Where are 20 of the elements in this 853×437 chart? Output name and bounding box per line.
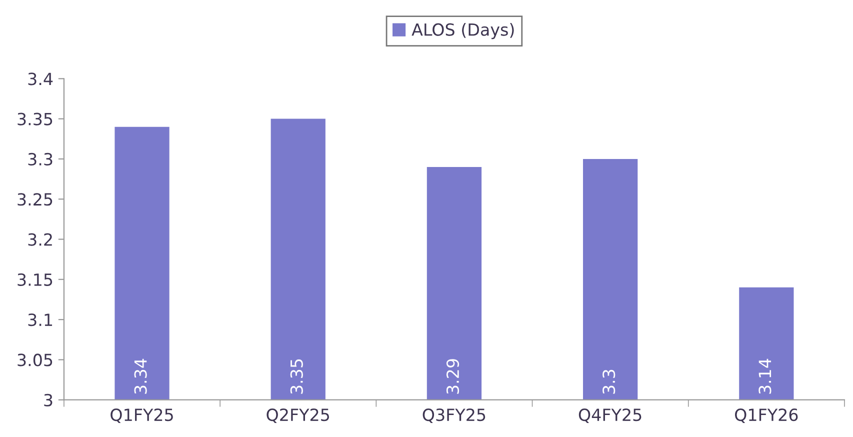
data-label: 3.34 — [134, 358, 147, 394]
x-tick-label: Q1FY26 — [735, 408, 798, 423]
legend-label: ALOS (Days) — [412, 23, 514, 40]
y-tick-label: 3.1 — [28, 314, 52, 326]
y-tick-label: 3.05 — [18, 354, 52, 366]
x-tick-label: Q2FY25 — [266, 408, 330, 423]
x-tick-label: Q4FY25 — [578, 408, 642, 423]
y-tick-label: 3.3 — [28, 152, 52, 166]
x-tick-label: Q3FY25 — [422, 408, 486, 423]
x-tick-label: Q1FY25 — [110, 408, 173, 423]
y-tick-label: 3 — [44, 394, 52, 406]
y-tick-label: 3.4 — [28, 72, 53, 86]
y-tick-label: 3.25 — [18, 193, 52, 206]
y-tick-label: 3.15 — [18, 273, 52, 286]
data-label: 3.29 — [446, 359, 460, 394]
y-tick-label: 3.35 — [18, 112, 52, 126]
data-label: 3.35 — [290, 359, 303, 394]
data-label: 3.3 — [602, 370, 616, 394]
data-label: 3.14 — [758, 358, 772, 394]
y-tick-label: 3.2 — [28, 233, 52, 246]
